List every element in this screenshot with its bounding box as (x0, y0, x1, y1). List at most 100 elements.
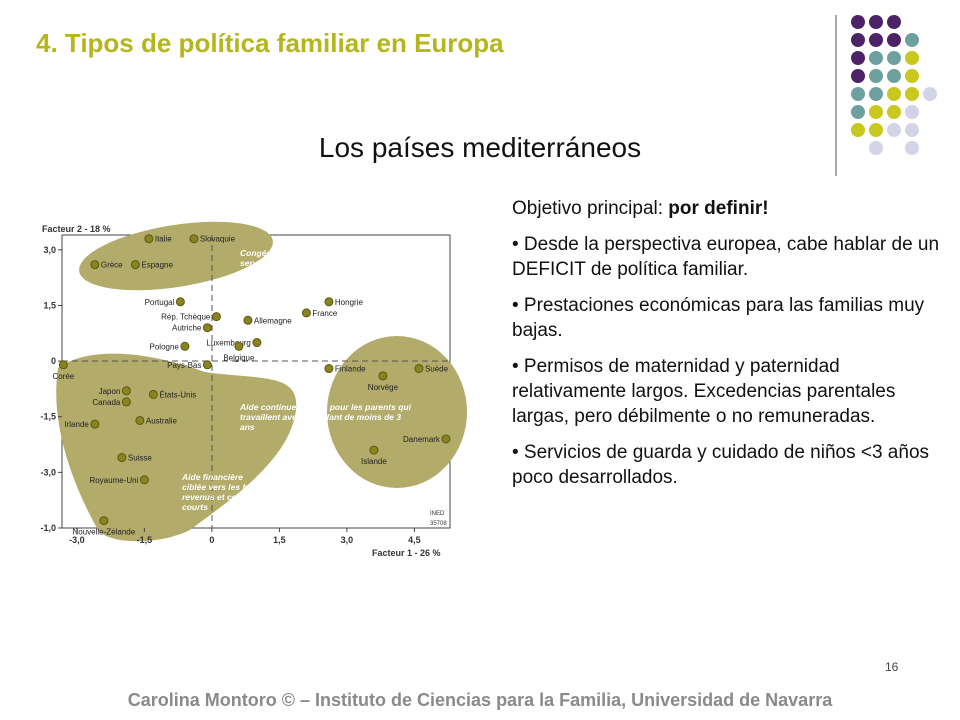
intro: Objetivo principal: (512, 198, 669, 219)
point-label: Allemagne (254, 316, 292, 325)
point-label: Espagne (141, 261, 173, 270)
intro-bold: por definir! (668, 198, 769, 219)
paragraph: Objetivo principal: por definir! (512, 196, 944, 221)
decor-dot (851, 51, 865, 65)
bullet: • Desde la perspectiva europea, cabe hab… (512, 234, 940, 280)
decor-dot (869, 87, 883, 101)
point-label: Japon (99, 387, 121, 396)
point (202, 360, 212, 370)
cluster (56, 353, 297, 542)
x-tick-label: -1,5 (137, 535, 153, 545)
point (369, 445, 379, 455)
slide-subtitle: Los países mediterráneos (318, 132, 642, 163)
decor-dot (905, 105, 919, 119)
annotation: Congés longs mais faibles prestations et… (240, 248, 420, 278)
x-tick-label: 1,5 (273, 535, 286, 545)
point-label: Canada (92, 398, 121, 407)
decor-dot (869, 15, 883, 29)
point-label: Irlande (64, 420, 89, 429)
point (180, 341, 190, 351)
point-label: Autriche (172, 324, 202, 333)
point-label: Luxembourg (206, 339, 250, 348)
point-label: Islande (361, 457, 387, 466)
y-tick-label: -1,0 (40, 523, 56, 533)
point (441, 434, 451, 444)
point (135, 415, 145, 425)
y-tick-label: -1,5 (40, 412, 56, 422)
decor-dot (851, 87, 865, 101)
point (144, 234, 154, 244)
point-label: Australie (146, 416, 178, 425)
point (243, 315, 253, 325)
y-tick-label: 1,5 (43, 300, 56, 310)
y-tick-label: 0 (51, 356, 56, 366)
point (189, 234, 199, 244)
decor-dot (869, 105, 883, 119)
decor-dot (905, 51, 919, 65)
decor-dot (851, 15, 865, 29)
decor-dot (905, 69, 919, 83)
decor-dot (887, 69, 901, 83)
point (211, 312, 221, 322)
bullet: • Prestaciones económicas para las famil… (512, 295, 925, 341)
footer: Carolina Montoro © – Instituto de Cienci… (127, 690, 833, 710)
point-label: Nouvelle-Zélande (73, 528, 136, 537)
bullet: • Servicios de guarda y cuidado de niños… (512, 442, 930, 488)
point (90, 260, 100, 270)
point (324, 297, 334, 307)
x-tick-label: 3,0 (341, 535, 354, 545)
decor-dot (887, 105, 901, 119)
decor-dot (905, 123, 919, 137)
point (301, 308, 311, 318)
y-tick-label: 3,0 (43, 245, 56, 255)
point-label: Hongrie (335, 298, 364, 307)
point (58, 360, 68, 370)
decor-dot (887, 87, 901, 101)
decor-dot (923, 87, 937, 101)
decor-dot (851, 33, 865, 47)
decor-dot (869, 141, 883, 155)
slide-title: 4. Tipos de política familiar en Europa (36, 28, 504, 58)
point (121, 386, 131, 396)
x-tick-label: 0 (209, 535, 214, 545)
decor-dot (869, 69, 883, 83)
point-label: Finlande (335, 365, 366, 374)
point (121, 397, 131, 407)
decor-dot (851, 69, 865, 83)
point-label: Italie (155, 235, 172, 244)
point (139, 475, 149, 485)
point (90, 419, 100, 429)
x-tick-label: -3,0 (69, 535, 85, 545)
point (148, 389, 158, 399)
decor-dot (905, 87, 919, 101)
bullet: • Permisos de maternidad y paternidad re… (512, 356, 896, 427)
point-label: Suisse (128, 454, 153, 463)
annotation: Aide financière ciblée vers les bas revenu… (181, 472, 257, 512)
x-axis-label: Facteur 1 - 26 % (372, 548, 441, 558)
point (175, 297, 185, 307)
y-axis-label: Facteur 2 - 18 % (42, 224, 111, 234)
point-label: Suède (425, 365, 449, 374)
cluster (79, 221, 273, 291)
point-label: Norvège (368, 383, 399, 392)
decor-dot (887, 51, 901, 65)
point-label: Portugal (145, 298, 175, 307)
decor-dot (869, 51, 883, 65)
point-label: Slovaquie (200, 235, 236, 244)
point (414, 364, 424, 374)
point (117, 453, 127, 463)
point (99, 516, 109, 526)
point-label: Royaume-Uni (89, 476, 138, 485)
point (234, 341, 244, 351)
decor-dot (905, 141, 919, 155)
point-label: Pologne (150, 342, 180, 351)
point-label: Corée (52, 372, 74, 381)
point (324, 364, 334, 374)
annotation: INED 35708 (430, 511, 447, 527)
annotation: Aide continue et forte pour les parents … (239, 402, 412, 432)
decor-dot (869, 33, 883, 47)
point (378, 371, 388, 381)
x-tick-label: 4,5 (408, 535, 421, 545)
